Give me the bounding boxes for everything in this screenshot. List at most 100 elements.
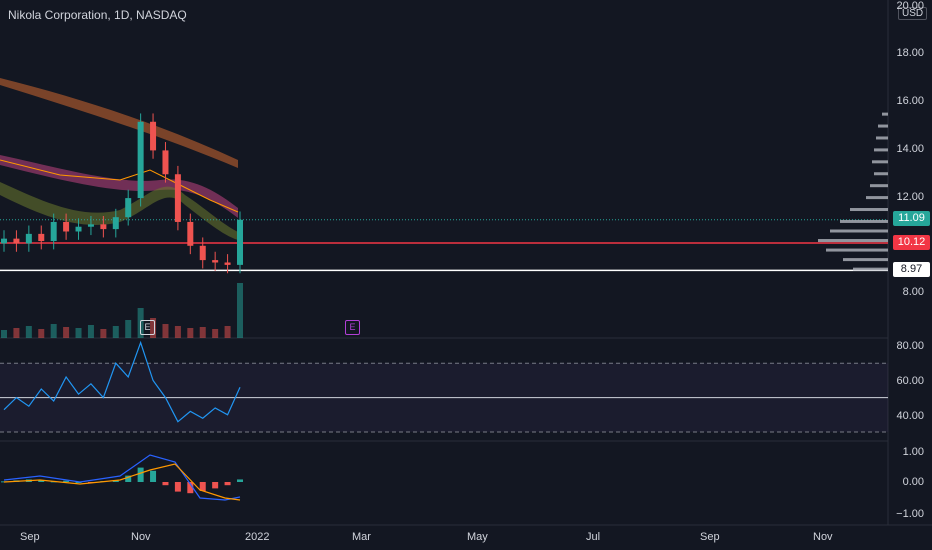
candle: [125, 189, 132, 226]
macd-panel: [1, 454, 243, 501]
candle-body: [112, 217, 119, 230]
candle: [237, 211, 243, 274]
profile-bar: [874, 172, 888, 176]
candle: [150, 113, 157, 159]
last-price-label: 11.09: [893, 211, 930, 226]
macd-histogram-bar: [150, 470, 157, 482]
macd-tick: 1.00: [902, 446, 924, 458]
candle-body: [25, 233, 32, 244]
time-tick: 2022: [245, 531, 270, 543]
price-tick: 18.00: [896, 47, 924, 59]
candle-body: [1, 238, 7, 244]
ma-line: [0, 159, 239, 213]
candle-body: [100, 224, 107, 230]
candle-body: [224, 262, 231, 265]
candle: [174, 165, 181, 231]
volume-bar: [125, 320, 132, 338]
volume-bar: [112, 326, 119, 338]
rsi-line: [3, 340, 241, 423]
grid-lines: [0, 0, 932, 526]
white-line-price-label: 8.97: [893, 262, 930, 277]
profile-bar: [850, 208, 888, 212]
time-tick: Mar: [352, 531, 371, 543]
macd-histogram-bar: [38, 480, 45, 482]
profile-bar: [878, 124, 888, 128]
volume-bar: [212, 329, 219, 338]
candle: [87, 215, 94, 236]
profile-bar: [882, 112, 888, 116]
volume-bar: [150, 318, 157, 338]
candle: [112, 208, 119, 238]
volume-bar: [162, 324, 169, 338]
price-tick: 12.00: [896, 191, 924, 203]
volume-bar: [1, 330, 7, 338]
volume-bar: [224, 326, 231, 338]
candle-body: [174, 174, 181, 222]
candle-body: [137, 121, 144, 199]
candle-body: [87, 224, 94, 227]
profile-bar: [866, 196, 888, 200]
earnings-marker-upcoming[interactable]: E: [345, 320, 360, 335]
rsi-panel: [0, 340, 888, 433]
volume-bar: [13, 328, 20, 338]
macd-histogram-bar: [199, 482, 206, 491]
volume-bar: [25, 326, 32, 338]
rsi-tick: 60.00: [896, 375, 924, 387]
chart-title: Nikola Corporation, 1D, NASDAQ: [8, 8, 187, 22]
time-tick: Sep: [20, 531, 40, 543]
volume-profile: [818, 112, 888, 271]
candle: [13, 230, 20, 252]
candle-body: [63, 221, 70, 232]
volume-bar: [50, 324, 57, 338]
candle: [199, 237, 206, 269]
price-levels: [0, 219, 888, 272]
candle-body: [38, 233, 45, 242]
macd-histogram-bar: [187, 482, 194, 494]
candle: [75, 218, 82, 240]
moving-average-ribbons: [0, 78, 239, 240]
volume-bar: [187, 328, 194, 338]
profile-bar: [826, 248, 888, 252]
volume-bar: [87, 325, 94, 338]
macd-tick: −1.00: [896, 508, 924, 520]
signal-line: [3, 463, 241, 501]
red-line-price-label: 10.12: [893, 235, 930, 250]
volume-bar: [75, 328, 82, 338]
candle: [1, 230, 7, 252]
macd-histogram-bar: [224, 482, 231, 486]
earnings-marker[interactable]: E: [140, 320, 155, 335]
candle: [137, 113, 144, 207]
candle-body: [237, 219, 243, 265]
volume-bar: [38, 329, 45, 338]
time-tick: Jul: [586, 531, 601, 543]
candle: [224, 254, 231, 274]
volume-bar: [237, 283, 243, 338]
time-tick: Nov: [131, 531, 151, 543]
candle-body: [162, 150, 169, 175]
candle: [63, 213, 70, 240]
macd-line: [3, 454, 241, 501]
candle-body: [125, 198, 132, 218]
candle: [50, 213, 57, 250]
macd-histogram-bar: [162, 482, 169, 486]
currency-label[interactable]: USD: [898, 7, 928, 20]
price-tick: 14.00: [896, 143, 924, 155]
macd-histogram-bar: [112, 480, 119, 482]
candle-body: [199, 245, 206, 261]
profile-bar: [843, 258, 888, 262]
price-tick: 16.00: [896, 95, 924, 107]
macd-histogram-bar: [63, 480, 70, 482]
ma-ribbon-mid: [0, 155, 238, 218]
macd-histogram-bar: [137, 467, 144, 482]
profile-bar: [874, 148, 888, 152]
profile-bar: [830, 229, 888, 233]
candle-body: [13, 238, 20, 244]
macd-histogram-bar: [125, 475, 132, 482]
profile-bar: [840, 219, 888, 223]
time-tick: May: [467, 531, 488, 543]
candle: [162, 142, 169, 183]
volume-bar: [63, 327, 70, 338]
candle-body: [187, 221, 194, 246]
candle-body: [212, 260, 219, 263]
